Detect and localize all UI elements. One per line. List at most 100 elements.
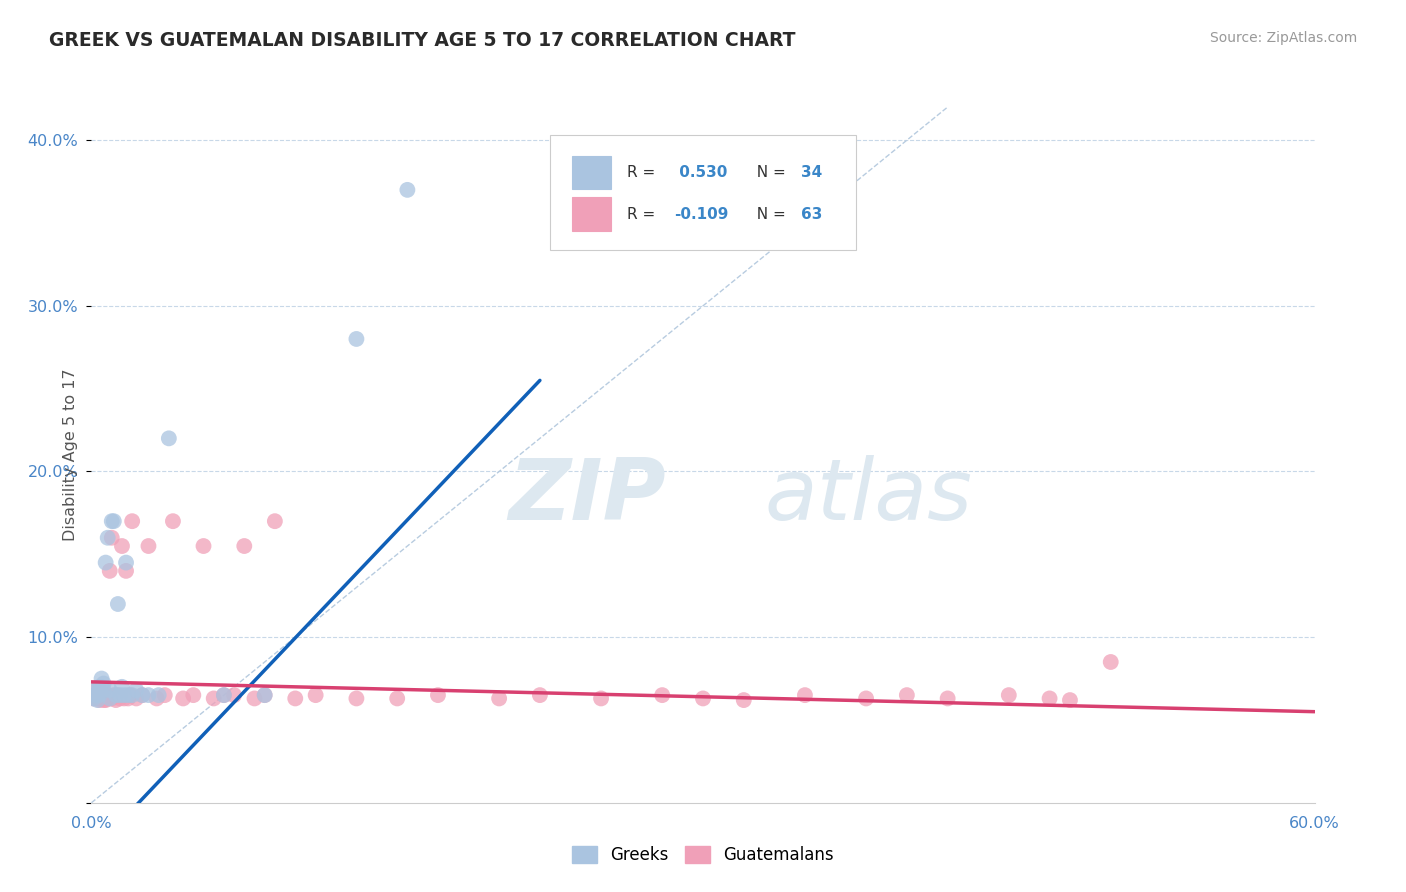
Point: [108, 688, 131, 702]
Legend: Greeks, Guatemalans: Greeks, Guatemalans: [565, 839, 841, 871]
Point: [172, 691, 194, 706]
Point: [936, 691, 959, 706]
Point: [89, 683, 111, 698]
Point: [107, 688, 129, 702]
Point: [112, 691, 135, 706]
Point: [692, 691, 714, 706]
Point: [125, 691, 148, 706]
Point: [90, 672, 112, 686]
Point: [385, 691, 409, 706]
FancyBboxPatch shape: [550, 135, 856, 250]
Point: [138, 539, 160, 553]
Point: [115, 564, 138, 578]
Point: [157, 431, 180, 445]
Point: [1099, 655, 1122, 669]
Point: [117, 691, 139, 706]
Point: [998, 688, 1021, 702]
Point: [125, 683, 148, 698]
Text: 34: 34: [801, 165, 823, 180]
Point: [233, 539, 256, 553]
Point: [145, 691, 167, 706]
Point: [107, 597, 129, 611]
Point: [93, 683, 115, 698]
Point: [121, 514, 143, 528]
Point: [243, 691, 266, 706]
Point: [86, 691, 108, 706]
Point: [97, 688, 120, 702]
Point: [86, 693, 108, 707]
Text: N =: N =: [747, 165, 790, 180]
Point: [131, 688, 153, 702]
Point: [1038, 691, 1062, 706]
Point: [212, 688, 235, 702]
Point: [222, 688, 246, 702]
Point: [1059, 693, 1081, 707]
Point: [346, 691, 368, 706]
FancyBboxPatch shape: [572, 156, 612, 189]
Point: [108, 691, 131, 706]
Point: [98, 691, 121, 706]
Point: [93, 676, 115, 690]
Point: [84, 688, 107, 702]
Point: [94, 688, 117, 702]
Text: ZIP: ZIP: [509, 455, 666, 538]
Point: [346, 332, 368, 346]
Point: [793, 688, 815, 702]
Point: [131, 688, 153, 702]
Point: [120, 688, 142, 702]
Point: [284, 691, 307, 706]
Point: [148, 688, 170, 702]
Point: [651, 688, 673, 702]
Text: 63: 63: [801, 207, 823, 222]
Point: [94, 556, 117, 570]
Point: [89, 680, 111, 694]
Point: [86, 686, 108, 700]
Text: N =: N =: [747, 207, 790, 222]
Point: [93, 693, 115, 707]
Point: [138, 688, 160, 702]
Point: [591, 691, 613, 706]
Point: [896, 688, 918, 702]
Point: [89, 688, 111, 702]
Text: 0.530: 0.530: [673, 165, 727, 180]
Text: R =: R =: [627, 165, 661, 180]
Point: [101, 531, 124, 545]
Point: [112, 688, 135, 702]
Point: [115, 556, 138, 570]
Point: [183, 688, 205, 702]
Point: [103, 688, 125, 702]
Point: [98, 564, 121, 578]
Text: Source: ZipAtlas.com: Source: ZipAtlas.com: [1209, 31, 1357, 45]
FancyBboxPatch shape: [572, 197, 612, 231]
Point: [212, 688, 235, 702]
Y-axis label: Disability Age 5 to 17: Disability Age 5 to 17: [62, 368, 77, 541]
Point: [82, 691, 104, 706]
Point: [93, 688, 115, 702]
Point: [86, 688, 108, 702]
Text: R =: R =: [627, 207, 661, 222]
Point: [202, 691, 225, 706]
Point: [427, 688, 450, 702]
Point: [304, 688, 326, 702]
Point: [90, 688, 112, 702]
Point: [162, 514, 184, 528]
Point: [253, 688, 276, 702]
Point: [90, 680, 112, 694]
Point: [104, 688, 127, 702]
Point: [488, 691, 510, 706]
Text: GREEK VS GUATEMALAN DISABILITY AGE 5 TO 17 CORRELATION CHART: GREEK VS GUATEMALAN DISABILITY AGE 5 TO …: [49, 31, 796, 50]
Point: [84, 683, 107, 698]
Point: [94, 693, 117, 707]
Point: [82, 691, 104, 706]
Point: [193, 539, 215, 553]
Point: [98, 683, 121, 698]
Point: [396, 183, 419, 197]
Point: [111, 539, 134, 553]
Point: [111, 680, 134, 694]
Point: [84, 683, 107, 698]
Point: [529, 688, 551, 702]
Point: [101, 691, 124, 706]
Point: [97, 691, 120, 706]
Point: [104, 693, 127, 707]
Point: [264, 514, 287, 528]
